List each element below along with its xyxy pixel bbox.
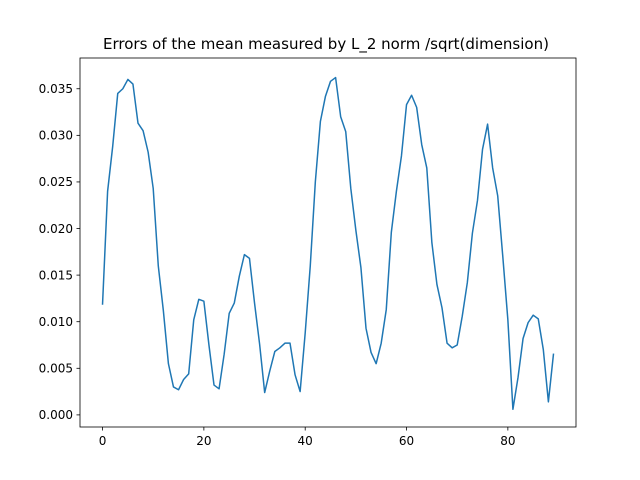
y-tick-label: 0.035 [39,82,73,96]
x-tick-label: 20 [196,434,211,448]
series-line [101,76,555,411]
y-tick-label: 0.015 [39,268,73,282]
y-tick-label: 0.005 [39,362,73,376]
y-tick-label: 0.000 [39,408,73,422]
x-tick-label: 80 [500,434,515,448]
chart-title: Errors of the mean measured by L_2 norm … [103,35,549,54]
x-tick-label: 40 [298,434,313,448]
y-tick-label: 0.010 [39,315,73,329]
plot-frame [79,57,577,428]
x-tick-label: 60 [399,434,414,448]
y-axis: 0.000 0.005 0.010 0.015 0.020 0.025 0.030 0.035 [39,82,80,422]
y-tick-label: 0.030 [39,129,73,143]
y-tick-label: 0.020 [39,222,73,236]
x-tick-label: 0 [99,434,107,448]
x-axis: 0 20 40 60 80 [99,427,515,448]
y-tick-label: 0.025 [39,175,73,189]
